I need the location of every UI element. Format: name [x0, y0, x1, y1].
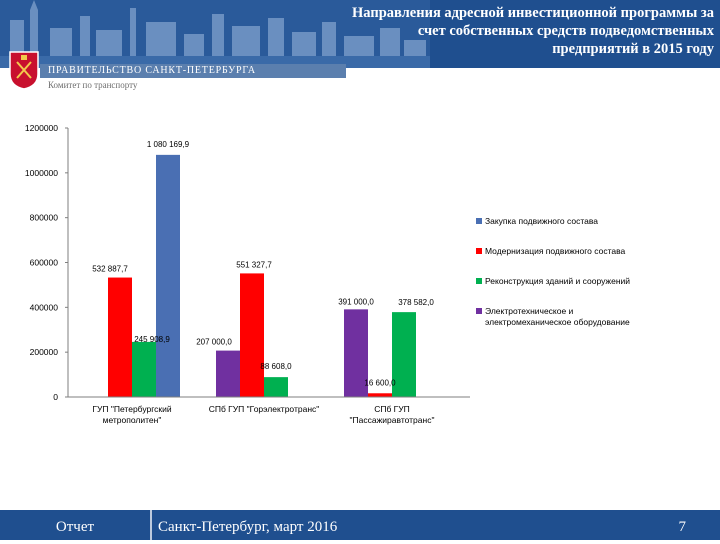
- page-number: 7: [678, 519, 687, 535]
- legend-swatch: [476, 248, 482, 254]
- x-axis: ГУП "Петербургский метрополитен" СПб ГУП "…: [68, 396, 470, 425]
- legend-swatch: [476, 278, 482, 284]
- city-emblem-icon: [9, 51, 39, 90]
- data-label: 16 600,0: [364, 378, 396, 387]
- slide-title-line: Направления адресной инвестиционной прог…: [352, 5, 714, 21]
- footer-report-label: Отчет: [55, 519, 95, 535]
- y-tick-label: 0: [53, 392, 58, 402]
- data-label: 391 000,0: [338, 297, 374, 306]
- bar: [344, 309, 368, 397]
- bar: [264, 377, 288, 397]
- data-label: 1 080 169,9: [147, 140, 190, 149]
- legend: Закупка подвижного состава Модернизация п…: [476, 216, 630, 327]
- data-label: 207 000,0: [196, 338, 232, 347]
- x-category-label: СПб ГУП "Пассажиравтотранс": [350, 404, 435, 425]
- legend-swatch: [476, 308, 482, 314]
- y-tick-label: 800000: [30, 213, 59, 223]
- data-label: 245 908,9: [134, 335, 170, 344]
- footer-divider: [150, 510, 152, 540]
- header-banner: Направления адресной инвестиционной прог…: [0, 0, 720, 68]
- bar: [240, 273, 264, 397]
- bar: [132, 341, 156, 397]
- y-tick-label: 1000000: [25, 168, 58, 178]
- committee-name: Комитет по транспорту: [48, 80, 138, 90]
- bar: [392, 312, 416, 397]
- footer-place-date: Санкт-Петербург, март 2016: [158, 519, 338, 535]
- y-tick-label: 1200000: [25, 123, 58, 133]
- data-label-group: 532 887,7 245 908,9 1 080 169,9 207 000,0 55…: [92, 140, 434, 387]
- slide-title: Направления адресной инвестиционной прог…: [294, 4, 714, 58]
- data-label: 378 582,0: [398, 298, 434, 307]
- legend-label: Модернизация подвижного состава: [485, 246, 626, 256]
- x-category-label: ГУП "Петербургский метрополитен": [92, 404, 171, 425]
- y-axis: 0 200000 400000 600000 800000 1000000 1200000: [25, 123, 69, 402]
- government-band: [40, 64, 346, 78]
- bar: [108, 277, 132, 397]
- slide-title-line: предприятий в 2015 году: [552, 41, 714, 57]
- y-tick-label: 600000: [30, 258, 59, 268]
- y-tick-label: 200000: [30, 347, 59, 357]
- data-label: 532 887,7: [92, 265, 128, 274]
- bar: [216, 350, 240, 397]
- data-label: 88 608,0: [260, 362, 292, 371]
- footer-bar: Отчет Санкт-Петербург, март 2016 7: [0, 510, 720, 540]
- government-name: ПРАВИТЕЛЬСТВО САНКТ-ПЕТЕРБУРГА: [48, 65, 256, 76]
- slide-title-line: счет собственных средств подведомственны…: [417, 23, 714, 39]
- x-category-label: СПб ГУП "Горэлектротранс": [209, 404, 320, 414]
- bar: [156, 154, 180, 397]
- city-skyline-illustration: [0, 0, 430, 68]
- y-tick-label: 400000: [30, 302, 59, 312]
- data-label: 551 327,7: [236, 260, 272, 269]
- legend-label: Электротехническое и электромеханическое …: [485, 306, 630, 327]
- bar-group: [108, 154, 416, 397]
- legend-swatch: [476, 218, 482, 224]
- bar: [368, 393, 392, 397]
- legend-label: Реконструкция зданий и сооружений: [485, 276, 630, 286]
- bar-chart: 020000040000060000080000010000001200000 …: [25, 123, 630, 425]
- legend-label: Закупка подвижного состава: [485, 216, 598, 226]
